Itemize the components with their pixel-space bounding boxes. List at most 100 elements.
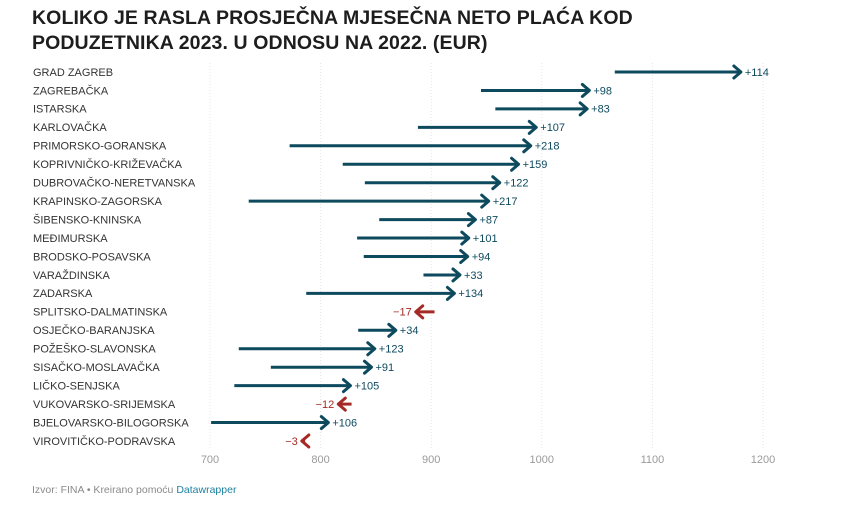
arrow-bjelovarsko-bilogorska — [211, 415, 330, 431]
row-label-vukovarsko-srijemska: VUKOVARSKO-SRIJEMSKA — [33, 399, 176, 411]
datawrapper-link[interactable]: Datawrapper — [176, 484, 237, 496]
row-label-po-e-ko-slavonska: POŽEŠKO-SLAVONSKA — [33, 343, 156, 356]
value-label-zadarska: +134 — [458, 288, 483, 300]
value-label-dubrova-ko-neretvanska: +122 — [504, 178, 529, 190]
arrow-primorsko-goranska — [289, 138, 533, 154]
value-label-grad-zagreb: +114 — [745, 67, 769, 79]
value-label-krapinsko-zagorska: +217 — [493, 196, 518, 208]
arrow-zadarska — [306, 285, 456, 301]
arrow-head-ibensko-kninska — [466, 212, 477, 228]
value-label-karlova-ka: +107 — [540, 122, 565, 134]
arrow-head-bjelovarsko-bilogorska — [319, 415, 330, 431]
arrow-zagreba-ka — [480, 82, 591, 98]
arrow-head-grad-zagreb — [732, 64, 743, 80]
arrow-head-karlova-ka — [527, 119, 538, 135]
value-label-ibensko-kninska: +87 — [479, 214, 498, 226]
value-label-viroviti-ko-podravska: −3 — [285, 436, 298, 448]
value-label-vara-dinska: +33 — [464, 270, 483, 282]
arrow-head-krapinsko-zagorska — [480, 193, 491, 209]
arrow-vara-dinska — [423, 267, 462, 283]
value-label-primorsko-goranska: +218 — [535, 141, 560, 153]
arrow-dubrova-ko-neretvanska — [364, 175, 502, 191]
row-label-grad-zagreb: GRAD ZAGREB — [33, 67, 113, 79]
arrow-po-e-ko-slavonska — [238, 341, 377, 357]
chart-title-line-1: KOLIKO JE RASLA PROSJEČNA MJESEČNA NETO … — [32, 7, 633, 29]
row-label-osje-ko-baranjska: OSJEČKO-BARANJSKA — [33, 324, 155, 337]
arrows — [211, 64, 743, 449]
x-tick-800: 800 — [311, 454, 329, 466]
value-label-brodsko-posavska: +94 — [472, 251, 491, 263]
row-label-primorsko-goranska: PRIMORSKO-GORANSKA — [33, 141, 167, 153]
chart-footer: Izvor: FINA • Kreirano pomoću Datawrappe… — [32, 484, 236, 496]
source-note: Izvor: FINA • Kreirano pomoću — [32, 484, 174, 496]
value-label-sisa-ko-moslava-ka: +91 — [375, 362, 394, 374]
arrow-me-imurska — [357, 230, 471, 246]
value-label-koprivni-ko-kri-eva-ka: +159 — [523, 159, 548, 171]
arrow-head-osje-ko-baranjska — [387, 322, 398, 338]
row-label-krapinsko-zagorska: KRAPINSKO-ZAGORSKA — [33, 196, 163, 208]
arrow-ibensko-kninska — [379, 212, 477, 228]
arrow-vukovarsko-srijemska — [336, 396, 352, 412]
row-label-splitsko-dalmatinska: SPLITSKO-DALMATINSKA — [33, 307, 168, 319]
arrow-li-ko-senjska — [234, 378, 352, 394]
arrow-head-brodsko-posavska — [459, 249, 470, 264]
arrow-head-zagreba-ka — [580, 82, 591, 98]
value-label-li-ko-senjska: +105 — [354, 380, 379, 392]
arrow-head-po-e-ko-slavonska — [366, 341, 377, 357]
value-label-splitsko-dalmatinska: −17 — [393, 307, 412, 319]
arrow-karlova-ka — [417, 119, 538, 135]
row-label-brodsko-posavska: BRODSKO-POSAVSKA — [33, 251, 151, 263]
value-label-zagreba-ka: +98 — [593, 85, 612, 97]
arrow-koprivni-ko-kri-eva-ka — [342, 156, 521, 172]
value-label-vukovarsko-srijemska: −12 — [316, 399, 335, 411]
value-label-me-imurska: +101 — [473, 233, 498, 245]
arrow-head-sisa-ko-moslava-ka — [362, 359, 373, 375]
arrow-head-istarska — [578, 101, 589, 117]
row-label-istarska: ISTARSKA — [33, 104, 87, 116]
row-label-vara-dinska: VARAŽDINSKA — [33, 269, 110, 282]
row-label-zadarska: ZADARSKA — [33, 288, 93, 300]
x-tick-700: 700 — [201, 454, 219, 466]
arrow-head-vukovarsko-srijemska — [336, 396, 347, 412]
row-label-zagreba-ka: ZAGREBAČKA — [33, 84, 109, 97]
row-label-koprivni-ko-kri-eva-ka: KOPRIVNIČKO-KRIŽEVAČKA — [33, 158, 183, 171]
arrow-head-zadarska — [445, 285, 456, 301]
x-tick-1100: 1100 — [641, 454, 665, 466]
row-label-dubrova-ko-neretvanska: DUBROVAČKO-NERETVANSKA — [33, 177, 196, 190]
arrow-viroviti-ko-podravska — [300, 433, 311, 449]
value-label-istarska: +83 — [591, 104, 610, 116]
value-label-bjelovarsko-bilogorska: +106 — [332, 417, 357, 429]
row-label-bjelovarsko-bilogorska: BJELOVARSKO-BILOGORSKA — [33, 417, 189, 429]
arrow-krapinsko-zagorska — [248, 193, 491, 209]
value-label-osje-ko-baranjska: +34 — [400, 325, 419, 337]
x-tick-1000: 1000 — [530, 454, 554, 466]
row-label-ibensko-kninska: ŠIBENSKO-KNINSKA — [33, 213, 142, 226]
chart-title: KOLIKO JE RASLA PROSJEČNA MJESEČNA NETO … — [32, 6, 812, 56]
arrow-head-dubrova-ko-neretvanska — [491, 175, 502, 191]
arrow-head-me-imurska — [460, 230, 471, 246]
row-label-li-ko-senjska: LIČKO-SENJSKA — [33, 379, 120, 392]
arrow-head-vara-dinska — [451, 267, 462, 283]
row-label-sisa-ko-moslava-ka: SISAČKO-MOSLAVAČKA — [33, 361, 160, 374]
arrow-sisa-ko-moslava-ka — [270, 359, 373, 375]
value-labels: +114 +98 +83 +107 +218 +159 +122 +217 +87 +101 +94… — [285, 67, 769, 448]
row-label-viroviti-ko-podravska: VIROVITIČKO-PODRAVSKA — [33, 435, 176, 448]
x-axis-ticks: 700 800 900 1000 1100 1200 — [201, 454, 775, 466]
x-tick-900: 900 — [422, 454, 440, 466]
arrow-head-koprivni-ko-kri-eva-ka — [510, 156, 521, 172]
value-label-po-e-ko-slavonska: +123 — [379, 344, 404, 356]
row-label-karlova-ka: KARLOVAČKA — [33, 121, 107, 134]
row-label-me-imurska: MEĐIMURSKA — [33, 233, 108, 245]
arrow-head-primorsko-goranska — [522, 138, 533, 154]
arrow-brodsko-posavska — [363, 249, 470, 264]
x-tick-1200: 1200 — [751, 454, 775, 466]
chart-title-line-2: PODUZETNIKA 2023. U ODNOSU NA 2022. (EUR… — [32, 32, 488, 54]
arrow-head-viroviti-ko-podravska — [300, 433, 311, 449]
arrow-splitsko-dalmatinska — [414, 304, 435, 320]
arrow-head-li-ko-senjska — [341, 378, 352, 394]
row-labels: GRAD ZAGREB ZAGREBAČKA ISTARSKA KARLOVAČKA P… — [33, 67, 196, 448]
arrow-head-splitsko-dalmatinska — [414, 304, 425, 320]
arrow-grad-zagreb — [614, 64, 743, 80]
arrow-osje-ko-baranjska — [358, 322, 398, 338]
